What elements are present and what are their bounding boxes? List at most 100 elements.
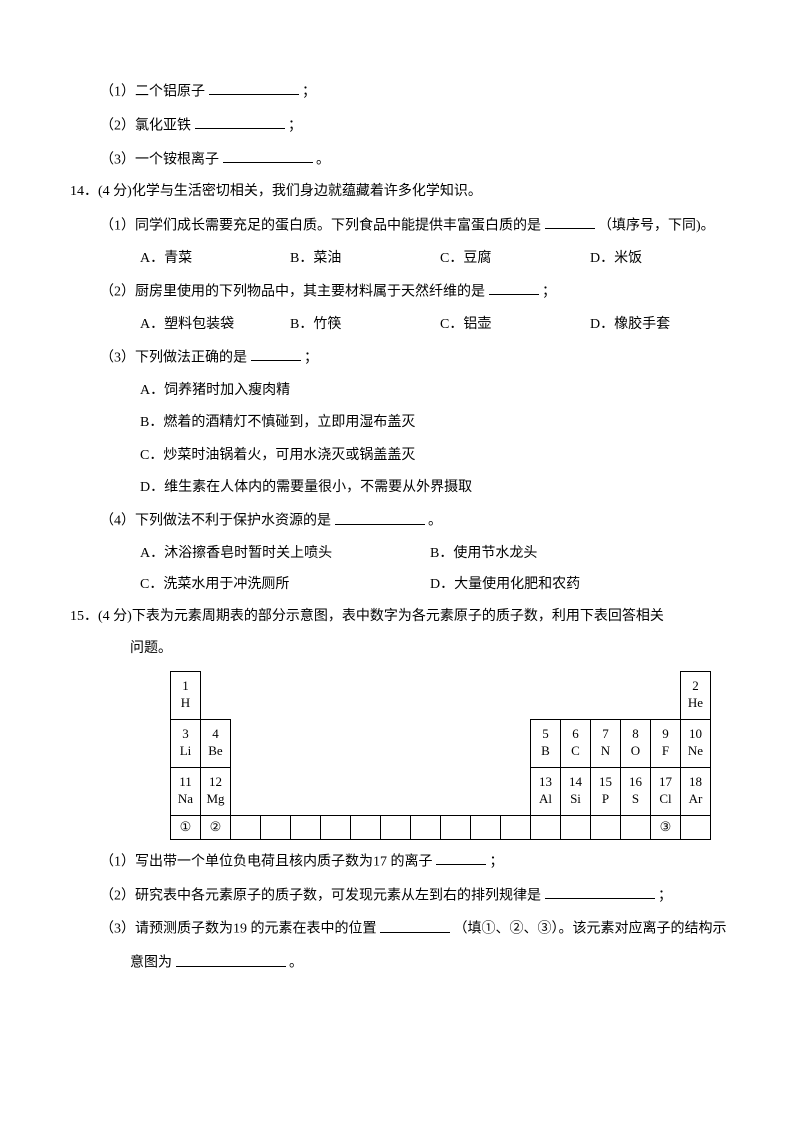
pt-cell-11-Na: 11Na [171, 767, 201, 815]
pt-slot-17: ③ [651, 815, 681, 839]
q13-item-2: （2）氯化亚铁 ； [60, 114, 740, 138]
q14-4-blank[interactable] [335, 509, 425, 524]
q14-2-tail: ； [542, 284, 556, 299]
q15-sub3-line2: 意图为 。 [60, 951, 740, 975]
q13-1-blank[interactable] [209, 80, 299, 95]
pt-slot-5 [291, 815, 321, 839]
q14-1-b[interactable]: B．菜油 [290, 248, 440, 270]
q14-4-text: （4）下列做法不利于保护水资源的是 [100, 514, 331, 529]
q13-2-blank[interactable] [195, 114, 285, 129]
q15-3-blank-2[interactable] [176, 951, 286, 966]
q15-3-blank-1[interactable] [380, 917, 450, 932]
q14-4-row1: A．沐浴擦香皂时暂时关上喷头 B．使用节水龙头 [60, 543, 740, 565]
q15-sub1: （1）写出带一个单位负电荷且核内质子数为17 的离子 ； [60, 850, 740, 874]
pt-cell-7-N: 7N [591, 719, 621, 767]
q14-3-d[interactable]: D．维生素在人体内的需要量很小，不需要从外界摄取 [60, 477, 740, 499]
q14-1-tail: （填序号，下同)。 [598, 218, 715, 233]
pt-cell-2-He: 2He [681, 671, 711, 719]
pt-slot-7 [351, 815, 381, 839]
q15-2-text: （2）研究表中各元素原子的质子数，可发现元素从左到右的排列规律是 [100, 888, 541, 903]
q14-1-text: （1）同学们成长需要充足的蛋白质。下列食品中能提供丰富蛋白质的是 [100, 218, 541, 233]
pt-row-4: ① ② ③ [171, 815, 711, 839]
q15-3-tail: 。 [289, 956, 303, 971]
q14-4-a[interactable]: A．沐浴擦香皂时暂时关上喷头 [140, 543, 430, 565]
pt-cell-6-C: 6C [561, 719, 591, 767]
q14-2-a[interactable]: A．塑料包装袋 [140, 314, 290, 336]
pt-slot-15 [591, 815, 621, 839]
q13-1-text: （1）二个铝原子 [100, 84, 205, 99]
pt-slot-13 [531, 815, 561, 839]
pt-cell-1-H: 1H [171, 671, 201, 719]
pt-cell-3-Li: 3Li [171, 719, 201, 767]
q15-2-tail: ； [658, 888, 672, 903]
pt-slot-18 [681, 815, 711, 839]
q14-4-c[interactable]: C．洗菜水用于冲洗厕所 [140, 574, 430, 596]
q13-1-punct: ； [302, 84, 316, 99]
q14-sub3: （3）下列做法正确的是 ； [60, 346, 740, 370]
q14-2-d[interactable]: D．橡胶手套 [590, 314, 740, 336]
q14-2-text: （2）厨房里使用的下列物品中，其主要材料属于天然纤维的是 [100, 284, 485, 299]
q14-1-d[interactable]: D．米饭 [590, 248, 740, 270]
pt-cell-12-Mg: 12Mg [201, 767, 231, 815]
q14-3-text: （3）下列做法正确的是 [100, 350, 247, 365]
q14-2-b[interactable]: B．竹筷 [290, 314, 440, 336]
pt-cell-14-Si: 14Si [561, 767, 591, 815]
q13-2-punct: ； [288, 118, 302, 133]
q15-stem-1: 15．(4 分)下表为元素周期表的部分示意图，表中数字为各元素原子的质子数，利用… [60, 606, 740, 628]
q14-3-tail: ； [304, 350, 318, 365]
pt-row-3: 11Na 12Mg 13Al 14Si 15P 16S 17Cl 18Ar [171, 767, 711, 815]
pt-cell-4-Be: 4Be [201, 719, 231, 767]
pt-slot-8 [381, 815, 411, 839]
q13-2-text: （2）氯化亚铁 [100, 118, 191, 133]
q14-3-c[interactable]: C．炒菜时油锅着火，可用水浇灭或锅盖盖灭 [60, 445, 740, 467]
q14-1-options: A．青菜 B．菜油 C．豆腐 D．米饭 [60, 248, 740, 270]
pt-cell-15-P: 15P [591, 767, 621, 815]
q15-1-tail: ； [490, 854, 504, 869]
q14-sub2: （2）厨房里使用的下列物品中，其主要材料属于天然纤维的是 ； [60, 280, 740, 304]
pt-slot-14 [561, 815, 591, 839]
q14-3-blank[interactable] [251, 346, 301, 361]
pt-slot-6 [321, 815, 351, 839]
q14-3-a[interactable]: A．饲养猪时加入瘦肉精 [60, 380, 740, 402]
periodic-table: 1H 2He 3Li 4Be 5B 6C 7N 8O 9F 10Ne 11Na … [170, 671, 711, 840]
pt-row-2: 3Li 4Be 5B 6C 7N 8O 9F 10Ne [171, 719, 711, 767]
pt-slot-1: ① [171, 815, 201, 839]
q15-1-blank[interactable] [436, 850, 486, 865]
q15-3-text-c: 意图为 [130, 956, 172, 971]
q15-2-blank[interactable] [545, 884, 655, 899]
pt-cell-13-Al: 13Al [531, 767, 561, 815]
pt-slot-10 [441, 815, 471, 839]
q13-item-1: （1）二个铝原子 ； [60, 80, 740, 104]
pt-cell-17-Cl: 17Cl [651, 767, 681, 815]
pt-slot-2: ② [201, 815, 231, 839]
pt-cell-10-Ne: 10Ne [681, 719, 711, 767]
q14-1-c[interactable]: C．豆腐 [440, 248, 590, 270]
pt-cell-5-B: 5B [531, 719, 561, 767]
pt-row-1: 1H 2He [171, 671, 711, 719]
q15-1-text: （1）写出带一个单位负电荷且核内质子数为17 的离子 [100, 854, 433, 869]
q13-3-blank[interactable] [223, 148, 313, 163]
pt-cell-16-S: 16S [621, 767, 651, 815]
q15-stem-2: 问题。 [60, 638, 740, 660]
q14-2-options: A．塑料包装袋 B．竹筷 C．铝壶 D．橡胶手套 [60, 314, 740, 336]
q14-4-b[interactable]: B．使用节水龙头 [430, 543, 740, 565]
pt-slot-9 [411, 815, 441, 839]
pt-cell-9-F: 9F [651, 719, 681, 767]
q14-stem: 14．(4 分)化学与生活密切相关，我们身边就蕴藏着许多化学知识。 [60, 181, 740, 203]
q13-3-punct: 。 [316, 152, 330, 167]
q14-3-b[interactable]: B．燃着的酒精灯不慎碰到，立即用湿布盖灭 [60, 412, 740, 434]
q14-1-blank[interactable] [545, 214, 595, 229]
q14-4-d[interactable]: D．大量使用化肥和农药 [430, 574, 740, 596]
q15-3-text-b: （填①、②、③）。该元素对应离子的结构示 [454, 922, 727, 937]
pt-cell-18-Ar: 18Ar [681, 767, 711, 815]
q14-2-c[interactable]: C．铝壶 [440, 314, 590, 336]
q14-4-tail: 。 [428, 514, 442, 529]
q14-1-a[interactable]: A．青菜 [140, 248, 290, 270]
q15-sub2: （2）研究表中各元素原子的质子数，可发现元素从左到右的排列规律是 ； [60, 884, 740, 908]
pt-slot-4 [261, 815, 291, 839]
pt-slot-3 [231, 815, 261, 839]
q15-3-text-a: （3）请预测质子数为19 的元素在表中的位置 [100, 922, 377, 937]
q14-sub4: （4）下列做法不利于保护水资源的是 。 [60, 509, 740, 533]
q14-2-blank[interactable] [489, 280, 539, 295]
pt-cell-8-O: 8O [621, 719, 651, 767]
